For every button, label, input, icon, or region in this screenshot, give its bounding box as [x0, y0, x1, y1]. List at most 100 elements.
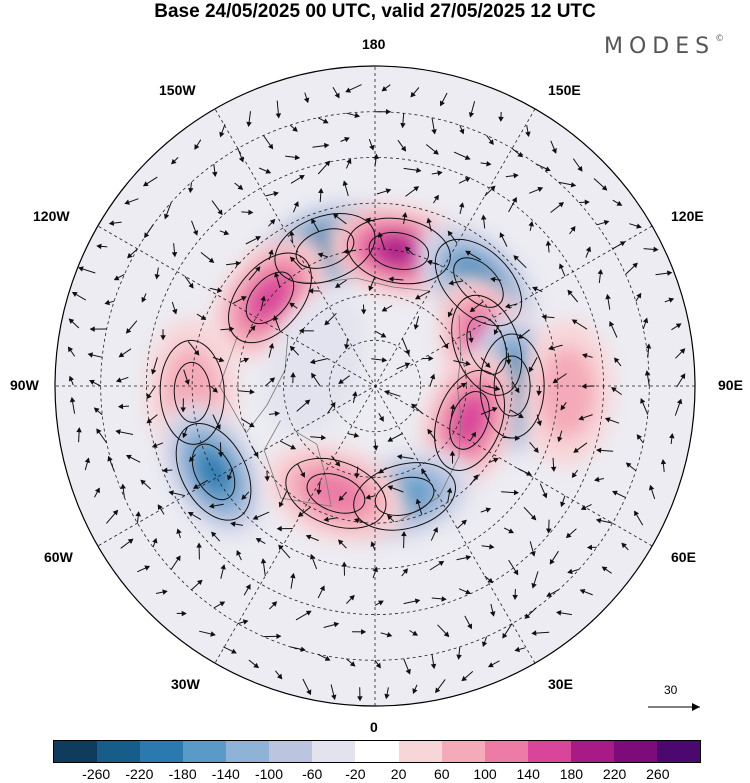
- wind-arrowhead: [550, 466, 557, 472]
- wind-arrowhead: [401, 531, 407, 537]
- anomaly-contour: [274, 213, 376, 284]
- wind-arrowhead: [429, 373, 436, 380]
- wind-arrowhead: [349, 661, 356, 667]
- colorbar-swatch: [484, 741, 528, 762]
- wind-arrowhead: [365, 217, 371, 223]
- wind-arrowhead: [660, 458, 667, 465]
- wind-arrowhead: [142, 181, 149, 187]
- wind-arrowhead: [404, 349, 410, 356]
- wind-arrowhead: [253, 451, 259, 458]
- wind-arrowhead: [531, 582, 537, 589]
- wind-arrowhead: [211, 171, 218, 178]
- wind-arrowhead: [596, 447, 602, 454]
- wind-arrowhead: [528, 366, 534, 373]
- latitude-circle: [191, 202, 559, 570]
- wind-arrowhead: [571, 319, 578, 325]
- wind-arrowhead: [579, 588, 586, 595]
- colorbar-tick-label: 140: [516, 766, 540, 782]
- wind-arrowhead: [96, 428, 102, 434]
- wind-arrowhead: [164, 213, 170, 220]
- wind-arrowhead: [447, 230, 453, 237]
- colorbar-swatch: [613, 741, 657, 762]
- wind-arrowhead: [460, 382, 467, 388]
- wind-arrowhead: [401, 212, 408, 218]
- wind-arrowhead: [242, 619, 249, 625]
- wind-arrowhead: [193, 483, 199, 489]
- wind-arrowhead: [584, 199, 590, 205]
- wind-arrowhead: [229, 326, 235, 332]
- wind-arrowhead: [152, 537, 158, 544]
- wind-arrowhead: [223, 230, 230, 236]
- wind-arrowhead: [548, 345, 554, 351]
- wind-arrowhead: [67, 346, 74, 353]
- wind-arrowhead: [273, 315, 279, 321]
- reference-vector-icon: [648, 703, 700, 711]
- wind-arrowhead: [545, 528, 552, 534]
- reference-vector-label: 30: [664, 683, 678, 697]
- wind-arrowhead: [144, 565, 151, 571]
- wind-arrowhead: [292, 126, 298, 132]
- wind-arrowhead: [634, 510, 639, 517]
- wind-arrowhead: [465, 554, 472, 561]
- wind-arrowhead: [323, 516, 329, 523]
- colorbar-tick-label: -140: [211, 766, 240, 782]
- wind-arrowhead: [69, 396, 76, 403]
- wind-arrowhead: [384, 693, 390, 700]
- wind-arrowhead: [435, 687, 441, 694]
- wind-arrowhead: [541, 314, 547, 320]
- wind-arrowhead: [349, 594, 355, 601]
- wind-arrowhead: [536, 390, 542, 397]
- wind-arrowhead: [498, 116, 504, 122]
- label-150e: 150E: [548, 82, 581, 98]
- wind-arrowhead: [210, 631, 216, 637]
- wind-arrowhead: [426, 259, 433, 266]
- wind-arrowhead: [441, 596, 447, 602]
- wind-arrowhead: [333, 621, 340, 628]
- colorbar-tick-label: 180: [559, 766, 584, 782]
- wind-arrowhead: [381, 86, 388, 92]
- wind-arrowhead: [230, 521, 236, 527]
- wind-arrowhead: [334, 460, 341, 467]
- wind-arrowhead: [115, 377, 122, 383]
- wind-arrowhead: [171, 251, 178, 258]
- wind-arrowhead: [324, 655, 331, 661]
- wind-arrowhead: [87, 352, 94, 358]
- colorbar-ticks: -260 -220 -180 -140 -100 -60 -20 20 60 100 140 180 2…: [53, 766, 701, 782]
- wind-arrowhead: [354, 518, 360, 524]
- wind-arrowhead: [432, 526, 438, 533]
- wind-arrowhead: [320, 434, 327, 441]
- colorbar-swatch: [398, 741, 442, 762]
- wind-arrowhead: [530, 550, 536, 557]
- wind-arrowhead: [372, 566, 378, 573]
- wind-arrowhead: [385, 188, 392, 194]
- wind-arrowhead: [269, 218, 276, 225]
- coastline: [286, 277, 430, 292]
- colorbar-tick-label: -60: [302, 766, 323, 782]
- brand-logo: MODES©: [604, 34, 724, 59]
- wind-arrowhead: [648, 484, 655, 491]
- colorbar-tick-label: 20: [390, 766, 407, 782]
- anomaly-center: [520, 318, 613, 467]
- wind-arrowhead: [469, 306, 476, 313]
- wind-arrowhead: [387, 485, 394, 491]
- colorbar-swatch: [355, 741, 399, 762]
- wind-arrowhead: [517, 151, 524, 158]
- wind-arrowhead: [504, 303, 511, 309]
- wind-arrowhead: [365, 494, 371, 500]
- wind-arrowhead: [669, 433, 675, 439]
- wind-arrowhead: [644, 370, 651, 376]
- anomaly-contour: [434, 238, 523, 327]
- wind-arrowhead: [666, 270, 673, 276]
- wind-arrowhead: [473, 474, 479, 481]
- wind-arrowhead: [135, 511, 141, 517]
- wind-arrowhead: [188, 187, 194, 194]
- wind-arrowhead: [431, 129, 437, 135]
- wind-arrowhead: [438, 560, 445, 566]
- wind-arrowhead: [446, 487, 453, 493]
- wind-arrowhead: [354, 112, 361, 118]
- wind-arrowhead: [505, 359, 512, 365]
- wind-arrowhead: [293, 201, 299, 207]
- wind-arrowhead: [235, 260, 242, 267]
- wind-arrowhead: [323, 142, 330, 149]
- wind-arrowhead: [368, 285, 374, 292]
